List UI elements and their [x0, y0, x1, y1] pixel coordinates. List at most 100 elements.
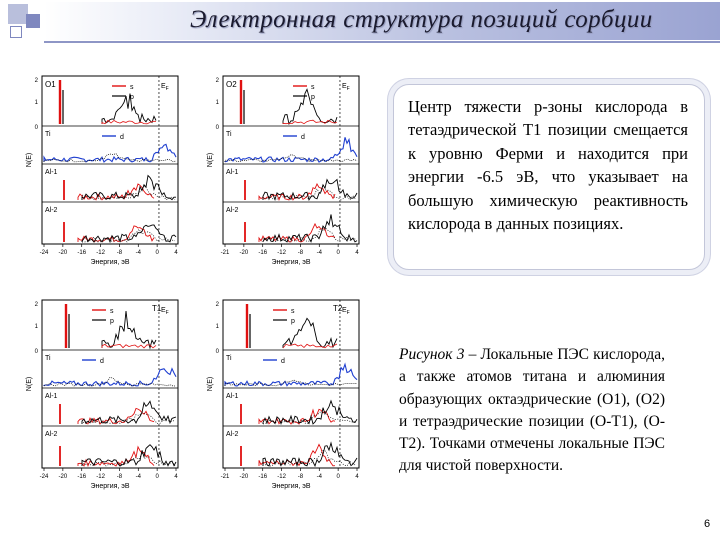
- x-tick-label: -8: [298, 250, 304, 256]
- y-tick: 1: [35, 324, 39, 330]
- row-label-al1: Al-1: [226, 169, 239, 176]
- x-tick-label: -20: [59, 474, 68, 480]
- al-clean-curve: [81, 228, 176, 243]
- x-tick-label: 4: [355, 474, 359, 480]
- o-s-curve: [101, 343, 157, 349]
- plot-frame: [41, 75, 179, 245]
- fermi-subscript: F: [166, 310, 169, 316]
- legend-s-label: s: [311, 84, 315, 91]
- al-s-curve: [77, 183, 155, 201]
- x-tick-label: 4: [174, 474, 178, 480]
- o-s-curve: [282, 119, 338, 125]
- row-label-ti: Ti: [226, 355, 232, 362]
- dos-figure-svg: T2 Ti Al-1 Al-2 sp d EF 2 1 0 N(E) -21 -20 -16 -12 -8 -4…: [207, 299, 360, 490]
- y-tick: 2: [216, 302, 220, 308]
- x-tick-label: 4: [355, 250, 359, 256]
- plot-frame: [222, 299, 360, 469]
- fermi-label: EF: [161, 83, 169, 92]
- legend-p-label: p: [130, 94, 134, 101]
- y-tick: 1: [216, 324, 220, 330]
- x-tick-label: -16: [77, 250, 86, 256]
- plot-frame: [41, 299, 179, 469]
- dos-axis-label: N(E): [207, 377, 214, 391]
- ti-d-curve: [43, 143, 177, 163]
- dos-figure-svg: T1 Ti Al-1 Al-2 sp d EF 2 1 0 N(E) -24 -20 -16 -12 -8 -4…: [26, 299, 179, 490]
- al-clean-curve: [81, 412, 176, 425]
- energy-axis-label: Энергия, эВ: [90, 483, 129, 490]
- x-tick-label: -4: [136, 474, 142, 480]
- dos-panel-t1: T1 Ti Al-1 Al-2 s p d EF 2 1 0 N(E) -24 -20 -16 -12 -8 -4…: [24, 292, 214, 522]
- title-rule: [44, 41, 720, 43]
- o-p-curve: [101, 311, 157, 350]
- x-tick-label: -20: [59, 250, 68, 256]
- ti-clean-curve: [43, 376, 177, 387]
- ti-d-curve: [224, 362, 358, 387]
- legend-s-label: s: [110, 308, 114, 315]
- page-number: 6: [704, 518, 711, 530]
- legend-d-label: d: [301, 134, 305, 141]
- x-tick-label: 0: [155, 250, 159, 256]
- al-s-curve: [77, 407, 155, 425]
- ti-d-curve: [43, 367, 177, 387]
- x-tick-label: -20: [240, 250, 249, 256]
- x-tick-label: -8: [117, 250, 123, 256]
- x-tick-label: -16: [258, 250, 267, 256]
- x-tick-label: -16: [77, 474, 86, 480]
- x-tick-label: -12: [96, 250, 105, 256]
- x-tick-label: -4: [317, 250, 323, 256]
- fermi-label: EF: [342, 83, 350, 92]
- fermi-subscript: F: [347, 86, 350, 92]
- dos-axis-label: N(E): [26, 377, 33, 391]
- y-tick: 0: [35, 349, 39, 355]
- fermi-subscript: F: [166, 86, 169, 92]
- y-tick: 0: [216, 349, 220, 355]
- legend-p-label: p: [311, 94, 315, 101]
- al-p-curve: [262, 178, 358, 202]
- x-tick-label: 0: [336, 474, 340, 480]
- x-tick-label: -8: [298, 474, 304, 480]
- al-clean-curve: [262, 411, 357, 425]
- row-label-al2: Al-2: [226, 207, 239, 214]
- ti-clean-curve: [224, 154, 358, 163]
- ti-clean-curve: [43, 153, 177, 163]
- fermi-label: EF: [342, 307, 350, 316]
- header-decor-square: [8, 4, 28, 24]
- legend-d-label: d: [120, 134, 124, 141]
- o-s-curve: [282, 343, 338, 349]
- x-tick-label: 0: [336, 250, 340, 256]
- legend-p-label: p: [291, 318, 295, 325]
- plot-frame: [222, 75, 360, 245]
- row-label-al2: Al-2: [45, 207, 58, 214]
- al-clean-curve: [81, 452, 176, 467]
- y-tick: 2: [35, 302, 39, 308]
- o-s-curve: [101, 119, 157, 125]
- dos-axis-label: N(E): [207, 153, 214, 167]
- al-clean-curve: [262, 449, 357, 467]
- al-s-curve: [258, 408, 336, 425]
- site-label: O2: [226, 80, 237, 89]
- ti-d-curve: [224, 137, 358, 163]
- info-box: Центр тяжести p-зоны кислорода в тетаэдр…: [393, 84, 705, 270]
- x-tick-label: -16: [258, 474, 267, 480]
- al-s-curve: [77, 445, 155, 468]
- x-tick-label: 0: [155, 474, 159, 480]
- x-tick-label: -12: [96, 474, 105, 480]
- x-tick-label: -21: [221, 250, 230, 256]
- row-label-ti: Ti: [45, 355, 51, 362]
- legend-p-label: p: [110, 318, 114, 325]
- al-p-curve: [262, 399, 358, 425]
- figure-caption: Рисунок 3 – Локальные ПЭС кислорода, а т…: [399, 344, 665, 478]
- x-tick-label: -12: [277, 250, 286, 256]
- y-tick: 0: [216, 125, 220, 131]
- o-p-curve: [101, 93, 157, 124]
- x-tick-label: -21: [221, 474, 230, 480]
- row-label-ti: Ti: [45, 131, 51, 138]
- y-tick: 0: [35, 125, 39, 131]
- x-tick-label: -24: [40, 250, 49, 256]
- info-text: Центр тяжести p-зоны кислорода в тетаэдр…: [408, 97, 688, 234]
- site-label: T1: [152, 304, 162, 313]
- legend-s-label: s: [291, 308, 295, 315]
- caption-text: – Локальные ПЭС кислорода, а также атомо…: [399, 346, 665, 475]
- dos-panel-t2: T2 Ti Al-1 Al-2 s p d EF 2 1 0 N(E) -21 -20 -16 -12 -8 -4…: [205, 292, 395, 522]
- x-tick-label: -8: [117, 474, 123, 480]
